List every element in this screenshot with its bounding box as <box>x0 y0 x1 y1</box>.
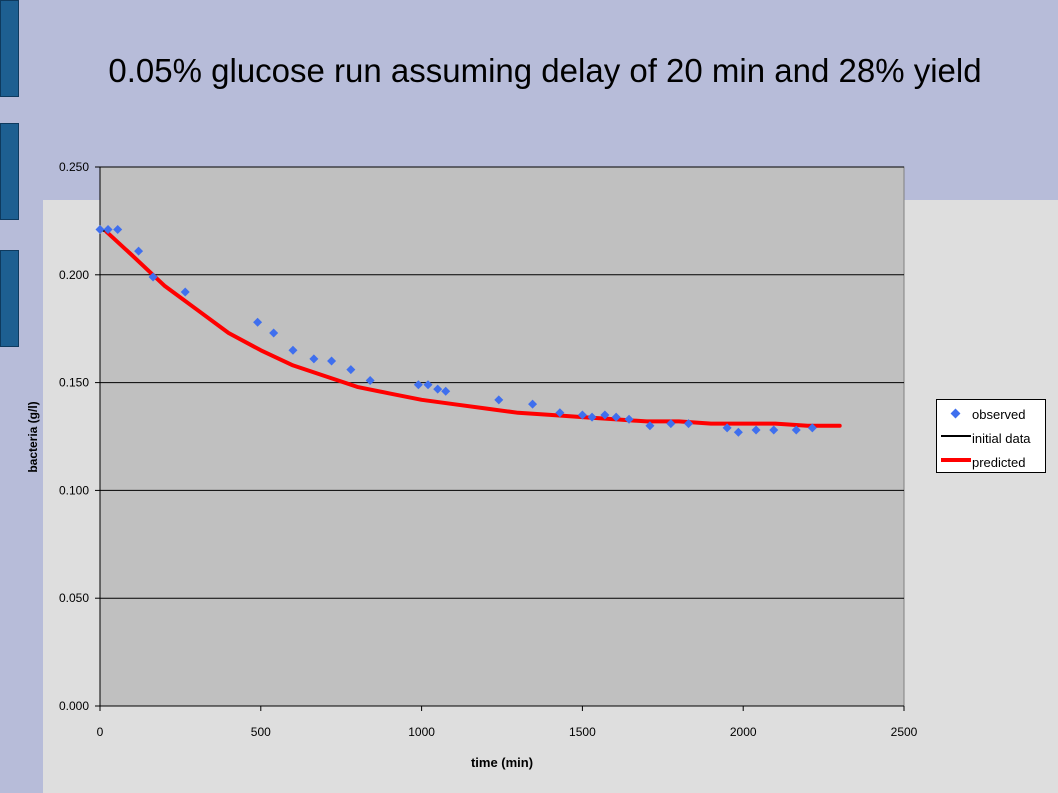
y-tick-label: 0.200 <box>59 268 89 282</box>
observed-point <box>423 380 433 390</box>
observed-point <box>113 225 123 235</box>
y-tick-labels: 0.000 0.050 0.100 0.150 0.200 0.250 <box>59 160 89 713</box>
diamond-icon <box>950 408 961 419</box>
observed-point <box>269 328 279 338</box>
observed-point <box>751 425 761 435</box>
observed-point <box>528 399 538 409</box>
series-line-predicted <box>104 229 842 428</box>
observed-point <box>722 423 732 433</box>
observed-point <box>645 421 655 431</box>
observed-point <box>577 410 587 420</box>
x-tick-label: 2500 <box>891 725 918 739</box>
sidebar-tab <box>0 0 19 97</box>
observed-point <box>600 410 610 420</box>
x-tick-label: 0 <box>97 725 104 739</box>
axes <box>95 166 905 711</box>
chart-title: 0.05% glucose run assuming delay of 20 m… <box>108 52 982 89</box>
x-tick-label: 500 <box>251 725 271 739</box>
observed-point <box>148 272 158 282</box>
sidebar-tab <box>0 250 19 347</box>
observed-point <box>624 414 634 424</box>
observed-point <box>180 287 190 297</box>
observed-points <box>95 225 817 437</box>
legend-label: initial data <box>972 431 1031 446</box>
observed-point <box>494 395 504 405</box>
observed-point <box>733 427 743 437</box>
observed-point <box>95 225 105 235</box>
observed-point <box>433 384 443 394</box>
y-tick-label: 0.050 <box>59 591 89 605</box>
observed-point <box>807 423 817 433</box>
observed-point <box>365 375 375 385</box>
black-line-icon <box>941 435 971 437</box>
observed-point <box>611 412 621 422</box>
observed-point <box>555 408 565 418</box>
legend: observed initial data predicted <box>936 399 1046 473</box>
observed-point <box>791 425 801 435</box>
observed-point <box>587 412 597 422</box>
legend-item-initial-data: initial data <box>937 429 1045 449</box>
observed-point <box>441 386 451 396</box>
y-tick-label: 0.100 <box>59 483 89 497</box>
observed-point <box>413 380 423 390</box>
y-tick-label: 0.250 <box>59 160 89 174</box>
x-tick-labels: 0 500 1000 1500 2000 2500 <box>97 725 918 739</box>
observed-point <box>666 419 676 429</box>
plot-area <box>99 166 905 707</box>
y-tick-label: 0.150 <box>59 376 89 390</box>
y-tick-label: 0.000 <box>59 699 89 713</box>
observed-point <box>134 246 144 256</box>
sidebar-tab <box>0 123 19 220</box>
observed-point <box>327 356 337 366</box>
legend-item-predicted: predicted <box>937 453 1045 473</box>
legend-item-observed: observed <box>937 405 1045 425</box>
red-line-icon <box>941 458 971 462</box>
y-axis-label: bacteria (g/l) <box>26 401 40 472</box>
x-axis-label: time (min) <box>471 755 533 770</box>
x-tick-label: 1500 <box>569 725 596 739</box>
observed-point <box>103 225 113 235</box>
legend-label: observed <box>972 407 1026 422</box>
grid-lines <box>100 166 904 599</box>
observed-point <box>769 425 779 435</box>
observed-point <box>309 354 319 364</box>
x-tick-label: 1000 <box>408 725 435 739</box>
observed-point <box>288 345 298 355</box>
observed-point <box>684 419 694 429</box>
legend-label: predicted <box>972 455 1026 470</box>
observed-point <box>253 317 263 327</box>
x-tick-label: 2000 <box>730 725 757 739</box>
observed-point <box>346 365 356 375</box>
